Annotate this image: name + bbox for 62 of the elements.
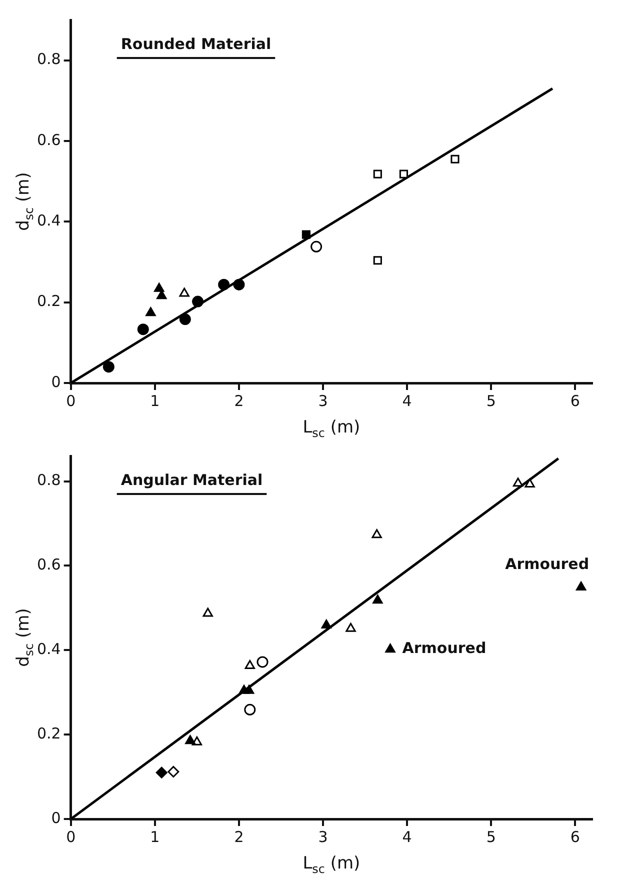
annotation: Armoured: [505, 555, 590, 574]
x-tick-label: 2: [234, 828, 244, 846]
point: [102, 361, 114, 373]
x-tick-label: 3: [318, 392, 328, 410]
y-tick-label: 0.2: [36, 292, 61, 310]
y-tick-label: 0: [51, 808, 61, 827]
point: [244, 704, 256, 716]
point: [244, 660, 255, 670]
point: [179, 288, 190, 297]
y-tick-label: 0: [51, 372, 61, 391]
point: [185, 735, 196, 744]
point: [154, 282, 164, 292]
y-axis-title: dsc (m): [13, 608, 36, 667]
text: Rounded Material: [120, 34, 272, 53]
x-tick-label: 0: [66, 392, 76, 410]
point: [302, 230, 310, 239]
point: [373, 256, 382, 265]
point: [179, 314, 191, 326]
x-tick-label: 6: [570, 392, 580, 410]
y-tick-label: 0.8: [36, 471, 61, 490]
y-tick-label: 0.4: [36, 212, 61, 230]
point: [156, 290, 167, 300]
point: [202, 608, 213, 617]
point: [385, 644, 396, 653]
point: [372, 529, 382, 538]
point: [256, 656, 268, 668]
x-tick-label: 5: [486, 828, 496, 846]
point: [244, 684, 254, 694]
text: Angular Material: [120, 470, 263, 489]
point: [576, 582, 586, 591]
x-tick-label: 3: [318, 828, 328, 846]
x-tick-label: 5: [486, 392, 496, 410]
x-tick-label: 4: [402, 392, 412, 410]
annotation: Armoured: [402, 639, 486, 658]
y-axis-title: dsc (m): [13, 172, 36, 231]
x-tick-label: 6: [570, 828, 580, 846]
point: [399, 170, 408, 178]
point: [524, 478, 535, 488]
y-tick-label: 0.6: [36, 556, 61, 574]
point: [512, 478, 524, 487]
point: [168, 766, 180, 778]
x-tick-label: 0: [66, 828, 76, 846]
x-tick-label: 2: [234, 392, 244, 410]
point: [372, 594, 383, 604]
point: [218, 278, 230, 290]
point: [192, 296, 204, 308]
point: [321, 620, 332, 629]
x-tick-label: 4: [402, 828, 412, 846]
y-tick-label: 0.8: [36, 50, 61, 68]
y-tick-label: 0.4: [36, 640, 61, 658]
y-tick-label: 0.6: [36, 130, 61, 149]
point: [233, 278, 245, 290]
point: [146, 307, 156, 316]
point: [310, 240, 322, 252]
y-tick-label: 0.2: [36, 724, 61, 742]
point: [346, 622, 356, 632]
point: [156, 766, 168, 778]
point: [373, 170, 382, 178]
x-tick-label: 1: [150, 392, 160, 410]
point: [137, 324, 149, 336]
x-tick-label: 1: [150, 828, 160, 846]
point: [450, 154, 460, 164]
